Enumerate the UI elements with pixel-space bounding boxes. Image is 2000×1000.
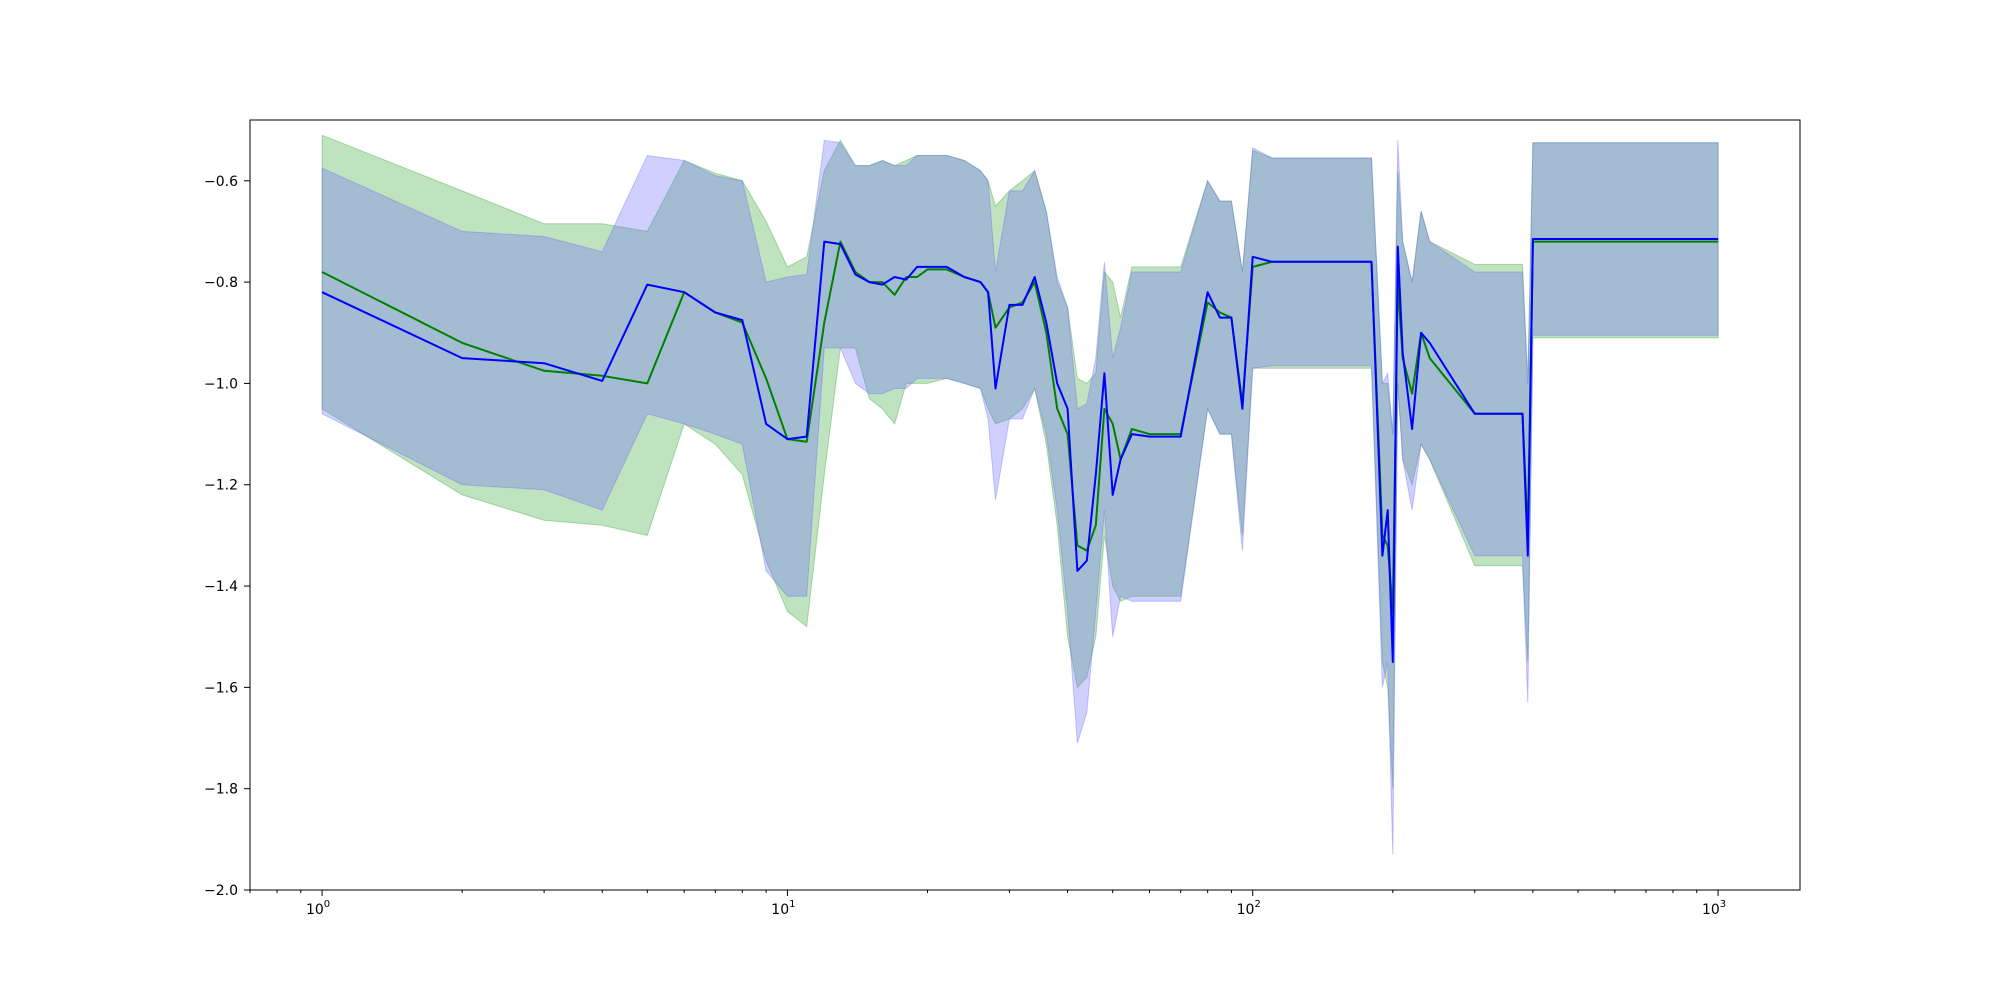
x-tick-exponent: 1 xyxy=(789,899,795,910)
y-tick-label: −1.2 xyxy=(204,478,238,494)
y-tick-label: −0.8 xyxy=(204,275,238,291)
series-lines xyxy=(321,238,1719,663)
y-tick-label: −1.0 xyxy=(204,376,238,392)
y-tick-label: −1.8 xyxy=(204,782,238,798)
y-tick-label: −0.6 xyxy=(204,174,238,190)
y-tick-label: −1.6 xyxy=(204,680,238,696)
x-tick-exponent: 0 xyxy=(324,899,330,910)
series-2-line xyxy=(321,238,1719,663)
y-axis: −0.6 −0.8 −1.0 −1.2 −1.4 −1.6 −1.8 −2.0 xyxy=(204,174,250,899)
confidence-bands xyxy=(321,134,1719,855)
x-axis: 100 101 102 103 xyxy=(249,890,1726,918)
y-tick-label: −1.4 xyxy=(204,579,238,595)
series-2-band xyxy=(321,139,1719,855)
x-tick-exponent: 3 xyxy=(1720,899,1726,910)
x-tick-label: 102 xyxy=(1237,899,1261,918)
x-tick-label: 100 xyxy=(306,899,330,918)
x-tick-exponent: 2 xyxy=(1254,899,1260,910)
x-tick-label: 101 xyxy=(771,899,795,918)
plot-area xyxy=(249,119,1801,891)
y-tick-label: −2.0 xyxy=(204,883,238,899)
x-tick-label: 103 xyxy=(1702,899,1726,918)
series-1-band xyxy=(321,134,1719,789)
